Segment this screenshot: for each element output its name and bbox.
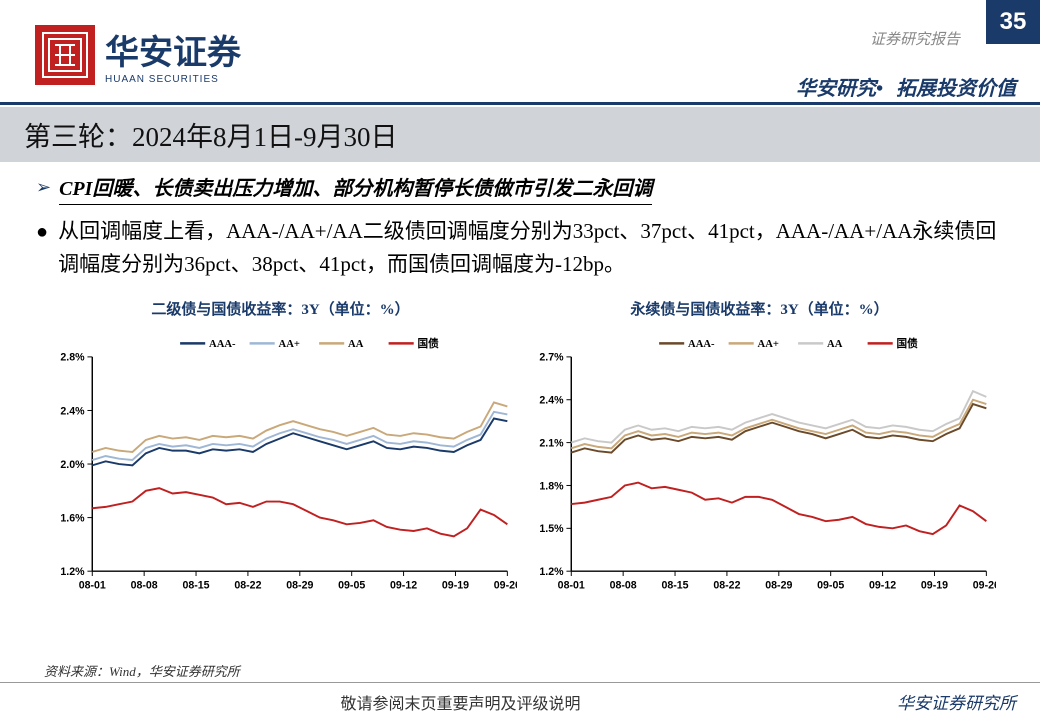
svg-text:08-08: 08-08 bbox=[610, 580, 637, 592]
logo-text-cn: 华安证券 bbox=[105, 25, 241, 74]
logo: 华安证券 HUAAN SECURITIES bbox=[35, 25, 241, 85]
svg-text:09-05: 09-05 bbox=[338, 580, 365, 592]
svg-text:1.8%: 1.8% bbox=[539, 480, 564, 492]
chart-left-svg: 1.2% 1.6% 2.0% 2.4% 2.8% 08-01 08-08 08-15 08-22… bbox=[44, 325, 517, 605]
svg-text:09-12: 09-12 bbox=[869, 580, 896, 592]
svg-text:08-01: 08-01 bbox=[79, 580, 106, 592]
svg-text:AA: AA bbox=[348, 339, 364, 350]
section-title: 第三轮：2024年8月1日-9月30日 bbox=[0, 107, 1040, 162]
tagline-a: 华安研究• bbox=[796, 78, 883, 100]
svg-text:AA+: AA+ bbox=[279, 339, 300, 350]
svg-text:2.8%: 2.8% bbox=[60, 352, 85, 364]
svg-text:2.0%: 2.0% bbox=[60, 459, 85, 471]
chart-right: 永续债与国债收益率：3Y（单位：%） 1.2% 1.5% 1.8% 2.1% 2.4% 2… bbox=[523, 298, 996, 605]
tagline-b: 拓展投资价值 bbox=[896, 78, 1016, 100]
footer-source: 资料来源：Wind，华安证券研究所 bbox=[44, 661, 240, 680]
svg-text:08-15: 08-15 bbox=[661, 580, 688, 592]
svg-text:2.7%: 2.7% bbox=[539, 352, 564, 364]
chart-left-title: 二级债与国债收益率：3Y（单位：%） bbox=[44, 298, 517, 319]
chart-left: 二级债与国债收益率：3Y（单位：%） 1.2% 1.6% 2.0% 2.4% 2.8% 0… bbox=[44, 298, 517, 605]
svg-text:08-29: 08-29 bbox=[286, 580, 313, 592]
page-number: 35 bbox=[986, 0, 1040, 44]
svg-text:国债: 国债 bbox=[897, 337, 919, 350]
header: 华安证券 HUAAN SECURITIES 证券研究报告 华安研究• 拓展投资价… bbox=[0, 0, 1040, 105]
heading-text: CPI回暖、长债卖出压力增加、部分机构暂停长债做市引发二永回调 bbox=[59, 174, 652, 205]
svg-text:2.1%: 2.1% bbox=[539, 438, 564, 450]
svg-text:08-22: 08-22 bbox=[234, 580, 261, 592]
body-bullet: ● 从回调幅度上看，AAA-/AA+/AA二级债回调幅度分别为33pct、37p… bbox=[36, 215, 1004, 280]
report-type: 证券研究报告 bbox=[870, 28, 960, 49]
content: ➢ CPI回暖、长债卖出压力增加、部分机构暂停长债做市引发二永回调 ● 从回调幅… bbox=[0, 162, 1040, 605]
svg-text:1.5%: 1.5% bbox=[539, 523, 564, 535]
svg-text:1.2%: 1.2% bbox=[60, 566, 85, 578]
svg-text:09-12: 09-12 bbox=[390, 580, 417, 592]
svg-text:1.6%: 1.6% bbox=[60, 513, 85, 525]
triangle-icon: ➢ bbox=[36, 174, 51, 201]
svg-text:AA+: AA+ bbox=[758, 339, 779, 350]
body-text: 从回调幅度上看，AAA-/AA+/AA二级债回调幅度分别为33pct、37pct… bbox=[58, 215, 1004, 280]
svg-text:09-26: 09-26 bbox=[494, 580, 517, 592]
dot-icon: ● bbox=[36, 217, 48, 247]
charts-row: 二级债与国债收益率：3Y（单位：%） 1.2% 1.6% 2.0% 2.4% 2.8% 0… bbox=[36, 298, 1004, 605]
chart-right-title: 永续债与国债收益率：3Y（单位：%） bbox=[523, 298, 996, 319]
svg-text:1.2%: 1.2% bbox=[539, 566, 564, 578]
svg-text:09-26: 09-26 bbox=[973, 580, 996, 592]
svg-text:国债: 国债 bbox=[418, 337, 440, 350]
footer-center: 敬请参阅末页重要声明及评级说明 bbox=[340, 690, 580, 714]
svg-text:09-19: 09-19 bbox=[442, 580, 469, 592]
footer: 敬请参阅末页重要声明及评级说明 华安证券研究所 bbox=[0, 682, 1040, 720]
footer-right: 华安证券研究所 bbox=[897, 689, 1016, 714]
logo-text-en: HUAAN SECURITIES bbox=[105, 74, 241, 85]
svg-text:09-05: 09-05 bbox=[817, 580, 844, 592]
chart-right-svg: 1.2% 1.5% 1.8% 2.1% 2.4% 2.7% 08-01 08-08 08-15 0… bbox=[523, 325, 996, 605]
svg-text:08-22: 08-22 bbox=[713, 580, 740, 592]
svg-text:AA: AA bbox=[827, 339, 843, 350]
logo-icon bbox=[35, 25, 95, 85]
svg-text:2.4%: 2.4% bbox=[539, 395, 564, 407]
tagline: 华安研究• 拓展投资价值 bbox=[796, 72, 1016, 101]
svg-text:2.4%: 2.4% bbox=[60, 405, 85, 417]
svg-text:09-19: 09-19 bbox=[921, 580, 948, 592]
svg-text:08-29: 08-29 bbox=[765, 580, 792, 592]
svg-text:AAA-: AAA- bbox=[209, 339, 236, 350]
svg-text:08-08: 08-08 bbox=[131, 580, 158, 592]
svg-text:08-01: 08-01 bbox=[558, 580, 585, 592]
svg-text:08-15: 08-15 bbox=[182, 580, 209, 592]
heading-bullet: ➢ CPI回暖、长债卖出压力增加、部分机构暂停长债做市引发二永回调 bbox=[36, 174, 1004, 205]
svg-text:AAA-: AAA- bbox=[688, 339, 715, 350]
